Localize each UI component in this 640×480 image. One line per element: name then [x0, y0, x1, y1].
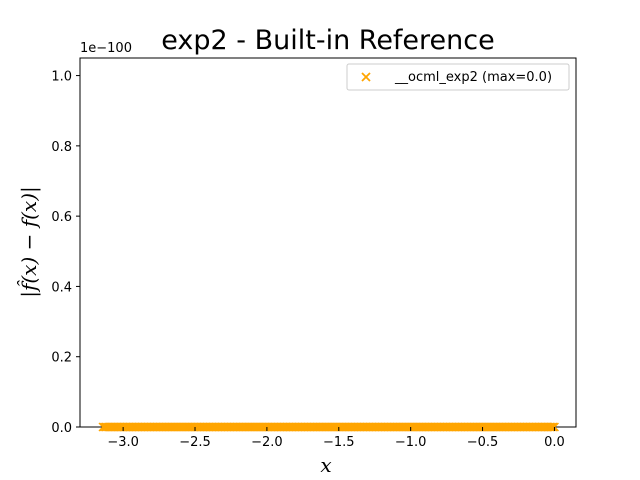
x-tick-label: −2.5 — [179, 435, 211, 450]
y-tick-label: 0.8 — [51, 140, 72, 155]
legend-marker-stroke — [361, 72, 371, 82]
x-axis: −3.0 −2.5 −2.0 −1.5 −1.0 −0.5 0.0 — [107, 427, 565, 450]
y-tick-label: 0.0 — [51, 421, 72, 436]
x-tick-label: −3.0 — [107, 435, 139, 450]
x-tick-label: −1.5 — [323, 435, 355, 450]
x-tick-label: 0.0 — [544, 435, 565, 450]
chart-title: exp2 - Built-in Reference — [161, 25, 494, 56]
y-offset-label: 1e−100 — [80, 41, 132, 56]
y-tick-label: 0.2 — [51, 351, 72, 366]
legend: __ocml_exp2 (max=0.0) — [346, 63, 570, 91]
legend-entry-label: __ocml_exp2 (max=0.0) — [394, 70, 552, 85]
y-axis: 0.0 0.2 0.4 0.6 0.8 1.0 — [51, 70, 80, 436]
x-tick-label: −2.0 — [251, 435, 283, 450]
x-tick-label: −1.0 — [395, 435, 427, 450]
y-tick-label: 0.4 — [51, 280, 72, 295]
x-axis-label: x — [320, 453, 331, 477]
data-point-stroke — [548, 422, 558, 432]
y-axis-label: |f̂(x) − f(x)| — [17, 186, 42, 298]
data-markers — [98, 422, 559, 432]
data-point-stroke — [546, 422, 556, 432]
data-point — [548, 422, 558, 432]
plot-area — [79, 57, 577, 428]
plot-frame — [79, 57, 577, 428]
x-tick-label: −0.5 — [467, 435, 499, 450]
legend-marker-icon — [361, 72, 371, 82]
y-tick-label: 0.6 — [51, 210, 72, 225]
legend-box — [346, 63, 570, 91]
y-tick-label: 1.0 — [51, 70, 72, 85]
